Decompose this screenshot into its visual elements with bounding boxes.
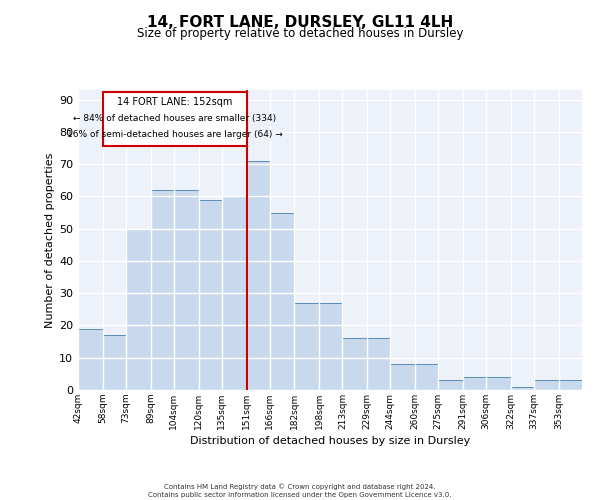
X-axis label: Distribution of detached houses by size in Dursley: Distribution of detached houses by size … [190, 436, 470, 446]
Bar [534, 380, 559, 390]
Bar [270, 212, 295, 390]
Text: Size of property relative to detached houses in Dursley: Size of property relative to detached ho… [137, 28, 463, 40]
Y-axis label: Number of detached properties: Number of detached properties [45, 152, 55, 328]
Bar [295, 303, 319, 390]
FancyBboxPatch shape [103, 92, 247, 146]
Text: 14 FORT LANE: 152sqm: 14 FORT LANE: 152sqm [117, 98, 232, 108]
Bar [367, 338, 390, 390]
Bar [78, 328, 103, 390]
Text: 14, FORT LANE, DURSLEY, GL11 4LH: 14, FORT LANE, DURSLEY, GL11 4LH [147, 15, 453, 30]
Bar [174, 190, 199, 390]
Bar [222, 196, 247, 390]
Text: Contains HM Land Registry data © Crown copyright and database right 2024.
Contai: Contains HM Land Registry data © Crown c… [148, 484, 452, 498]
Bar [247, 161, 270, 390]
Bar [390, 364, 415, 390]
Bar [126, 228, 151, 390]
Bar [486, 377, 511, 390]
Bar [463, 377, 486, 390]
Text: 16% of semi-detached houses are larger (64) →: 16% of semi-detached houses are larger (… [67, 130, 283, 139]
Bar [438, 380, 463, 390]
Bar [415, 364, 438, 390]
Bar [559, 380, 582, 390]
Bar [343, 338, 367, 390]
Bar [319, 303, 343, 390]
Bar [151, 190, 174, 390]
Bar [511, 387, 534, 390]
Text: ← 84% of detached houses are smaller (334): ← 84% of detached houses are smaller (33… [73, 114, 276, 123]
Bar [199, 200, 222, 390]
Bar [103, 335, 126, 390]
